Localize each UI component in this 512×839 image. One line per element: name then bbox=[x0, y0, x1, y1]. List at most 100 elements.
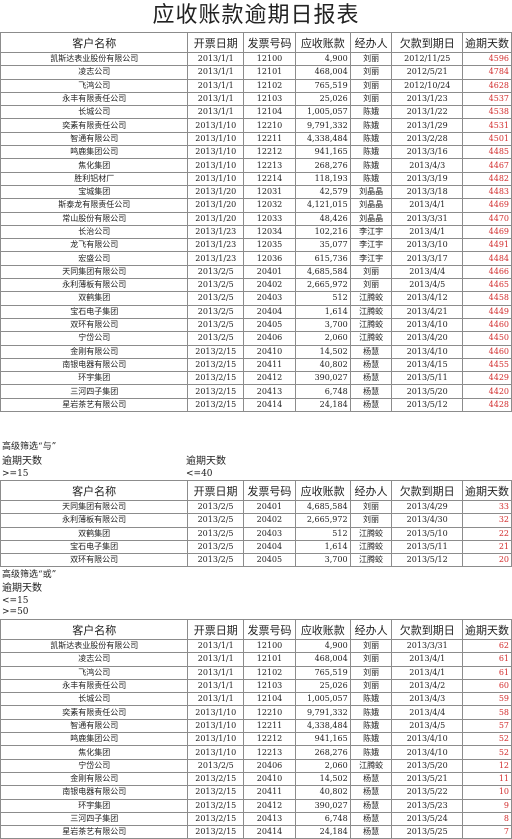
overdue-days-cell[interactable]: 22 bbox=[461, 526, 512, 541]
handler-cell[interactable]: 陈娥 bbox=[349, 171, 393, 186]
invoice-date-cell[interactable]: 2013/1/10 bbox=[187, 732, 245, 747]
receivable-amount-cell[interactable]: 268,276 bbox=[294, 745, 351, 760]
invoice-date-cell[interactable]: 2013/1/20 bbox=[187, 198, 245, 213]
invoice-number-cell[interactable]: 12031 bbox=[243, 184, 296, 200]
handler-cell[interactable]: 杨慧 bbox=[349, 357, 393, 373]
due-date-cell[interactable]: 2013/2/28 bbox=[391, 131, 463, 147]
invoice-number-cell[interactable]: 12211 bbox=[243, 131, 296, 147]
customer-name-cell[interactable]: 飞鸿公司 bbox=[0, 78, 189, 93]
handler-cell[interactable]: 陈娥 bbox=[349, 705, 393, 720]
due-date-cell[interactable]: 2013/3/31 bbox=[391, 211, 463, 226]
invoice-date-cell[interactable]: 2013/1/23 bbox=[187, 238, 245, 253]
due-date-cell[interactable]: 2013/5/21 bbox=[391, 771, 463, 787]
invoice-date-cell[interactable]: 2013/2/5 bbox=[187, 553, 244, 568]
customer-name-cell[interactable]: 永丰有限责任公司 bbox=[0, 678, 189, 694]
invoice-date-cell[interactable]: 2013/2/5 bbox=[187, 499, 244, 515]
invoice-date-cell[interactable]: 2013/1/10 bbox=[187, 131, 245, 147]
receivable-amount-cell[interactable]: 390,027 bbox=[294, 798, 351, 813]
handler-cell[interactable]: 刘丽 bbox=[349, 264, 393, 280]
customer-name-cell[interactable]: 双鹤集团 bbox=[0, 291, 189, 306]
due-date-cell[interactable]: 2013/5/24 bbox=[391, 811, 463, 827]
receivable-amount-cell[interactable]: 24,184 bbox=[294, 397, 351, 413]
overdue-days-cell[interactable]: 4501 bbox=[461, 131, 512, 147]
overdue-days-cell[interactable]: 4460 bbox=[461, 317, 512, 333]
receivable-amount-cell[interactable]: 25,026 bbox=[294, 678, 351, 694]
invoice-date-cell[interactable]: 2013/1/10 bbox=[187, 145, 245, 160]
customer-name-cell[interactable]: 双鹤集团 bbox=[0, 526, 189, 541]
overdue-days-cell[interactable]: 4470 bbox=[461, 211, 512, 226]
receivable-amount-cell[interactable]: 9,791,332 bbox=[294, 705, 351, 720]
invoice-number-cell[interactable]: 20405 bbox=[243, 317, 296, 333]
receivable-amount-cell[interactable]: 390,027 bbox=[294, 371, 351, 386]
receivable-amount-cell[interactable]: 2,060 bbox=[294, 758, 351, 773]
invoice-number-cell[interactable]: 12102 bbox=[243, 78, 296, 93]
due-date-cell[interactable]: 2013/4/3 bbox=[391, 692, 463, 707]
invoice-date-cell[interactable]: 2013/2/15 bbox=[187, 771, 245, 787]
invoice-date-cell[interactable]: 2013/1/1 bbox=[187, 638, 245, 654]
invoice-date-cell[interactable]: 2013/1/20 bbox=[187, 184, 245, 200]
overdue-days-cell[interactable]: 4469 bbox=[461, 224, 512, 240]
invoice-number-cell[interactable]: 12210 bbox=[243, 118, 296, 133]
header-invoice-date[interactable]: 开票日期 bbox=[187, 619, 245, 640]
or-criteria-value-1[interactable]: <=15 bbox=[2, 596, 29, 606]
due-date-cell[interactable]: 2013/4/1 bbox=[391, 224, 463, 240]
due-date-cell[interactable]: 2013/1/23 bbox=[391, 91, 463, 107]
overdue-days-cell[interactable]: 4537 bbox=[461, 91, 512, 107]
invoice-number-cell[interactable]: 20401 bbox=[243, 264, 296, 280]
due-date-cell[interactable]: 2013/4/5 bbox=[391, 278, 463, 293]
overdue-days-cell[interactable]: 33 bbox=[461, 499, 512, 515]
handler-cell[interactable]: 陈娥 bbox=[349, 118, 393, 133]
invoice-date-cell[interactable]: 2013/2/5 bbox=[187, 304, 245, 319]
customer-name-cell[interactable]: 长城公司 bbox=[0, 692, 189, 707]
overdue-days-cell[interactable]: 8 bbox=[461, 811, 512, 827]
handler-cell[interactable]: 陈娥 bbox=[349, 745, 393, 760]
receivable-amount-cell[interactable]: 468,004 bbox=[294, 65, 351, 80]
invoice-number-cell[interactable]: 20412 bbox=[243, 371, 296, 386]
invoice-number-cell[interactable]: 12101 bbox=[243, 65, 296, 80]
receivable-amount-cell[interactable]: 2,665,972 bbox=[294, 278, 351, 293]
receivable-amount-cell[interactable]: 512 bbox=[294, 291, 351, 306]
customer-name-cell[interactable]: 宏盛公司 bbox=[0, 251, 189, 266]
overdue-days-cell[interactable]: 4465 bbox=[461, 278, 512, 293]
handler-cell[interactable]: 陈娥 bbox=[349, 692, 393, 707]
due-date-cell[interactable]: 2013/5/11 bbox=[391, 371, 463, 386]
invoice-number-cell[interactable]: 20412 bbox=[243, 798, 296, 813]
overdue-days-cell[interactable]: 52 bbox=[461, 732, 512, 747]
due-date-cell[interactable]: 2013/5/23 bbox=[391, 798, 463, 813]
receivable-amount-cell[interactable]: 40,802 bbox=[294, 785, 351, 800]
customer-name-cell[interactable]: 星岩茶艺有限公司 bbox=[0, 825, 189, 839]
invoice-date-cell[interactable]: 2013/1/20 bbox=[187, 211, 245, 226]
receivable-amount-cell[interactable]: 3,700 bbox=[294, 553, 351, 568]
receivable-amount-cell[interactable]: 25,026 bbox=[294, 91, 351, 107]
due-date-cell[interactable]: 2013/4/1 bbox=[391, 665, 463, 680]
overdue-days-cell[interactable]: 52 bbox=[461, 745, 512, 760]
invoice-date-cell[interactable]: 2013/2/15 bbox=[187, 384, 245, 399]
handler-cell[interactable]: 陈娥 bbox=[349, 732, 393, 747]
header-due-date[interactable]: 欠款到期日 bbox=[391, 619, 463, 640]
handler-cell[interactable]: 刘丽 bbox=[349, 91, 393, 107]
overdue-days-cell[interactable]: 4483 bbox=[461, 184, 512, 200]
due-date-cell[interactable]: 2013/3/17 bbox=[391, 251, 463, 266]
handler-cell[interactable]: 刘丽 bbox=[349, 665, 393, 680]
header-handler[interactable]: 经办人 bbox=[349, 619, 393, 640]
customer-name-cell[interactable]: 鸣鹿集团公司 bbox=[0, 732, 189, 747]
overdue-days-cell[interactable]: 4460 bbox=[461, 344, 512, 359]
receivable-amount-cell[interactable]: 4,338,484 bbox=[294, 718, 351, 734]
receivable-amount-cell[interactable]: 40,802 bbox=[294, 357, 351, 373]
receivable-amount-cell[interactable]: 42,579 bbox=[294, 184, 351, 200]
or-criteria-value-2[interactable]: >=50 bbox=[2, 607, 29, 617]
header-due-date[interactable]: 欠款到期日 bbox=[391, 32, 463, 53]
due-date-cell[interactable]: 2013/4/10 bbox=[391, 344, 463, 359]
invoice-date-cell[interactable]: 2013/1/1 bbox=[187, 51, 245, 67]
due-date-cell[interactable]: 2013/5/10 bbox=[391, 526, 463, 541]
due-date-cell[interactable]: 2013/5/25 bbox=[391, 825, 463, 839]
receivable-amount-cell[interactable]: 35,077 bbox=[294, 238, 351, 253]
handler-cell[interactable]: 刘丽 bbox=[349, 499, 393, 515]
due-date-cell[interactable]: 2013/1/22 bbox=[391, 105, 463, 120]
invoice-date-cell[interactable]: 2013/2/15 bbox=[187, 825, 245, 839]
and-criteria-header-2[interactable]: 逾期天数 bbox=[186, 456, 226, 467]
due-date-cell[interactable]: 2013/5/12 bbox=[391, 397, 463, 413]
overdue-days-cell[interactable]: 4455 bbox=[461, 357, 512, 373]
header-invoice-number[interactable]: 发票号码 bbox=[242, 480, 296, 501]
customer-name-cell[interactable]: 永利薄板有限公司 bbox=[0, 513, 189, 528]
